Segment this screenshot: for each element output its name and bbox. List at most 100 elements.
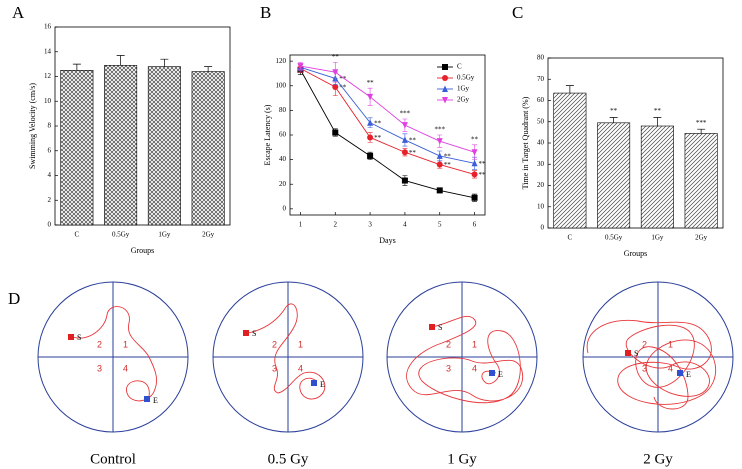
swim-map: 1 2 3 4 S E bbox=[386, 281, 538, 433]
marker bbox=[367, 119, 374, 126]
bar bbox=[191, 71, 225, 226]
bar bbox=[104, 65, 138, 226]
y-tick-label: 16 bbox=[44, 23, 52, 31]
series-line bbox=[300, 68, 475, 175]
quadrant-label: 2 bbox=[642, 339, 647, 349]
significance-label: ** bbox=[332, 53, 340, 61]
quadrant-label: 1 bbox=[123, 339, 128, 349]
y-axis-label: Escape Latency (s) bbox=[263, 104, 272, 165]
trial-label: Control bbox=[90, 451, 136, 467]
significance-label: ** bbox=[374, 134, 382, 142]
start-label: S bbox=[438, 323, 442, 332]
x-tick-label: C bbox=[75, 231, 80, 239]
x-tick-label: 2 bbox=[334, 221, 338, 229]
start-label: S bbox=[634, 349, 638, 358]
x-tick-label: 1 bbox=[299, 221, 303, 229]
series-line bbox=[300, 69, 475, 199]
quadrant-label: 2 bbox=[97, 339, 102, 349]
bar bbox=[597, 122, 631, 229]
marker bbox=[332, 84, 339, 90]
marker bbox=[436, 187, 443, 194]
bar bbox=[684, 133, 718, 229]
y-tick-label: 60 bbox=[537, 96, 545, 104]
x-axis-label: Days bbox=[379, 236, 395, 245]
start-marker bbox=[429, 324, 435, 330]
marker bbox=[367, 134, 374, 141]
y-tick-label: 12 bbox=[44, 72, 52, 80]
quadrant-label: 4 bbox=[298, 363, 303, 373]
start-marker bbox=[243, 330, 249, 336]
marker bbox=[442, 75, 448, 81]
marker bbox=[442, 64, 448, 70]
x-tick-label: 4 bbox=[403, 221, 407, 229]
x-tick-label: 0.5Gy bbox=[605, 234, 623, 242]
end-marker bbox=[311, 380, 317, 386]
significance-label: ** bbox=[374, 119, 382, 127]
y-tick-label: 100 bbox=[276, 81, 287, 89]
quadrant-label: 2 bbox=[446, 339, 451, 349]
significance-label: ** bbox=[471, 135, 479, 143]
trial-label: 0.5 Gy bbox=[268, 451, 309, 467]
trial-label: 1 Gy bbox=[447, 451, 477, 467]
x-tick-label: 3 bbox=[368, 221, 372, 229]
x-tick-label: 0.5Gy bbox=[112, 231, 130, 239]
bar bbox=[147, 66, 181, 226]
y-tick-label: 14 bbox=[44, 47, 52, 55]
legend-label: 1Gy bbox=[457, 85, 470, 93]
y-axis-label: Time in Target Quadrant (%) bbox=[521, 96, 530, 189]
significance-label: *** bbox=[434, 126, 445, 134]
end-marker bbox=[144, 396, 150, 402]
x-tick-label: 1Gy bbox=[651, 234, 664, 242]
end-label: E bbox=[686, 370, 691, 379]
error-bar bbox=[204, 66, 213, 72]
error-bar bbox=[697, 128, 706, 134]
y-tick-label: 40 bbox=[279, 155, 287, 163]
panel-label: D bbox=[8, 289, 20, 308]
error-bar bbox=[653, 117, 662, 126]
swim-path bbox=[247, 303, 326, 400]
y-tick-label: 60 bbox=[279, 131, 287, 139]
x-tick-label: 5 bbox=[438, 221, 442, 229]
panel-label: A bbox=[12, 3, 25, 22]
panel-label: C bbox=[512, 3, 523, 22]
x-axis-label: Groups bbox=[131, 246, 155, 255]
x-tick-label: 2Gy bbox=[202, 231, 215, 239]
significance-label: ** bbox=[444, 161, 452, 169]
y-tick-label: 80 bbox=[537, 54, 545, 62]
marker bbox=[401, 136, 408, 143]
marker bbox=[401, 149, 408, 156]
marker bbox=[367, 93, 374, 101]
significance-label: ** bbox=[479, 171, 487, 179]
legend-label: 2Gy bbox=[457, 96, 470, 104]
swim-map: 1 2 3 4 S E bbox=[37, 281, 189, 433]
x-tick-label: 2Gy bbox=[695, 234, 708, 242]
error-bar bbox=[116, 55, 125, 66]
y-tick-label: 30 bbox=[537, 160, 545, 168]
y-tick-label: 2 bbox=[48, 196, 52, 204]
quadrant-label: 3 bbox=[97, 363, 102, 373]
marker bbox=[471, 159, 478, 167]
y-tick-label: 0 bbox=[48, 221, 52, 229]
trial-label: 2 Gy bbox=[643, 451, 673, 467]
x-tick-label: C bbox=[568, 234, 573, 242]
bar bbox=[60, 70, 94, 226]
y-tick-label: 70 bbox=[537, 75, 545, 83]
marker bbox=[436, 138, 443, 145]
y-tick-label: 20 bbox=[537, 181, 545, 189]
significance-label: ** bbox=[339, 75, 347, 83]
error-bar bbox=[160, 58, 169, 67]
panel-label: B bbox=[260, 3, 271, 22]
y-tick-label: 0 bbox=[283, 204, 287, 212]
y-tick-label: 4 bbox=[48, 171, 52, 179]
swim-path bbox=[72, 306, 158, 402]
swim-path bbox=[406, 315, 524, 404]
swim-path bbox=[586, 319, 717, 410]
quadrant-label: 1 bbox=[298, 339, 303, 349]
marker bbox=[332, 129, 339, 136]
quadrant-label: 4 bbox=[123, 363, 128, 373]
quadrant-label: 2 bbox=[272, 339, 277, 349]
marker bbox=[442, 85, 448, 92]
significance-label: ** bbox=[654, 107, 662, 115]
x-tick-label: 6 bbox=[473, 221, 477, 229]
